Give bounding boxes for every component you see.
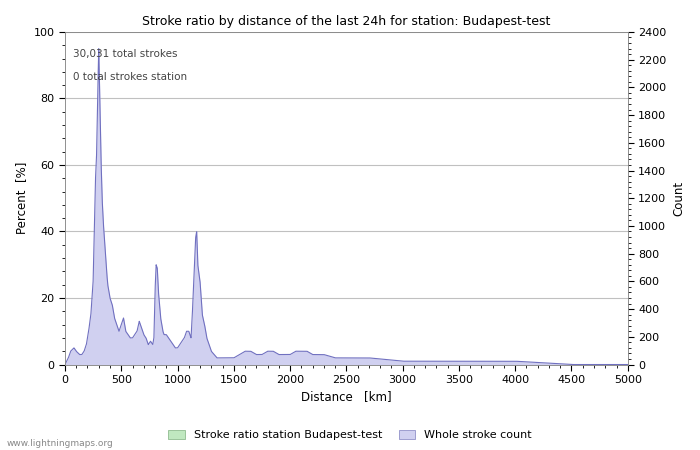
Legend: Stroke ratio station Budapest-test, Whole stroke count: Stroke ratio station Budapest-test, Whol…	[164, 425, 536, 445]
X-axis label: Distance   [km]: Distance [km]	[301, 391, 392, 404]
Text: www.lightningmaps.org: www.lightningmaps.org	[7, 439, 113, 448]
Y-axis label: Percent  [%]: Percent [%]	[15, 162, 28, 234]
Text: 30,031 total strokes: 30,031 total strokes	[74, 49, 178, 58]
Title: Stroke ratio by distance of the last 24h for station: Budapest-test: Stroke ratio by distance of the last 24h…	[142, 15, 551, 28]
Text: 0 total strokes station: 0 total strokes station	[74, 72, 188, 82]
Y-axis label: Count: Count	[672, 180, 685, 216]
